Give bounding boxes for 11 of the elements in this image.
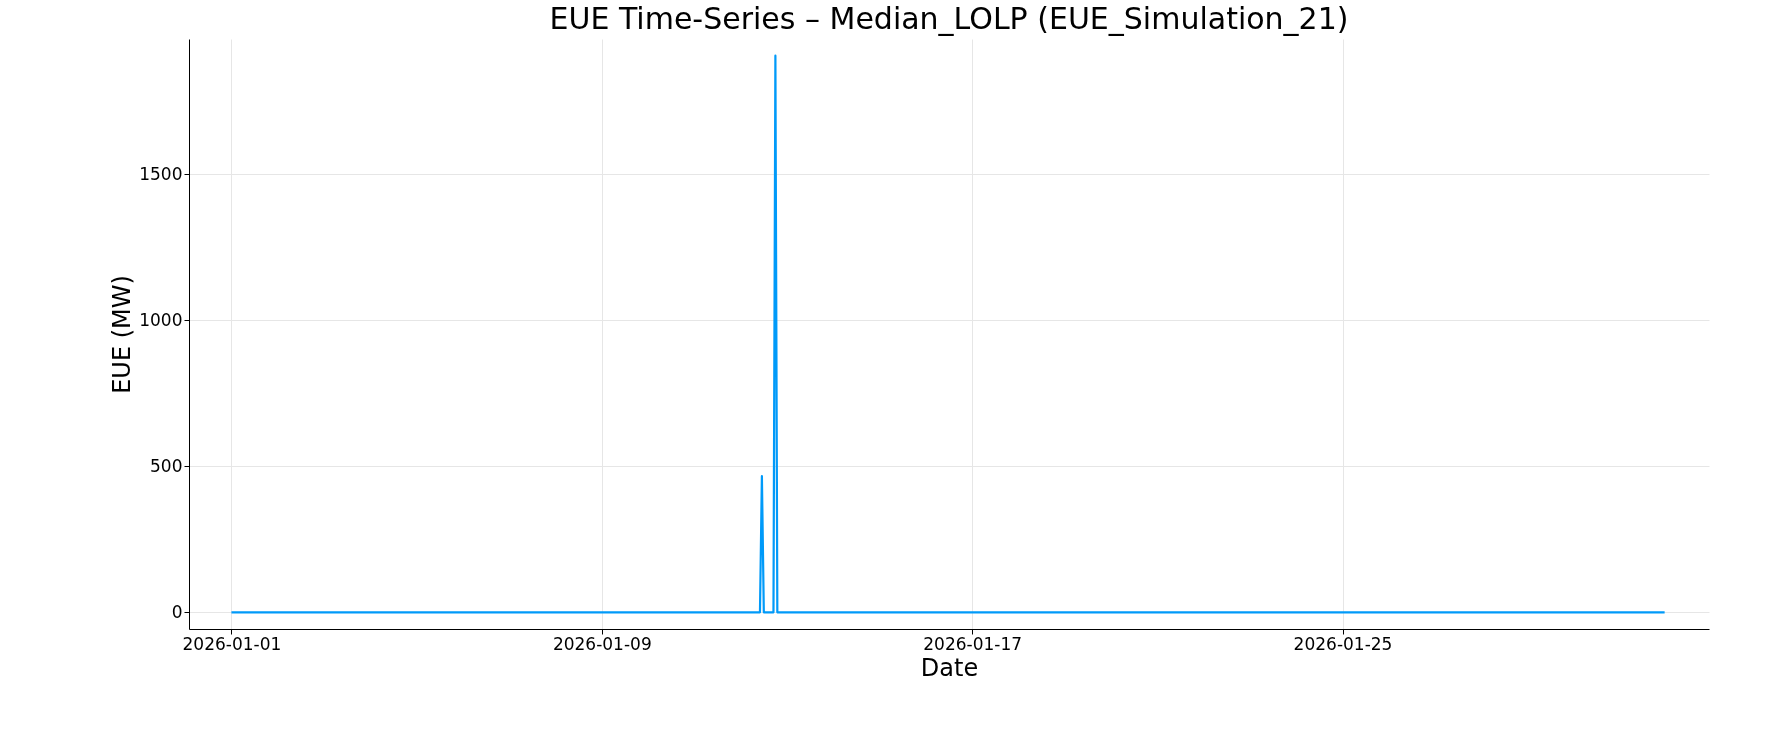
x-tick-label: 2026-01-17 (923, 633, 1023, 654)
x-axis-title: Date (920, 653, 979, 682)
y-tick-label: 500 (150, 455, 183, 476)
y-tick-label: 1000 (139, 309, 183, 330)
y-tick-label: 0 (171, 601, 183, 622)
y-tick-label: 1500 (139, 163, 183, 184)
chart-title: EUE Time-Series – Median_LOLP (EUE_Simulation_21) (549, 1, 1349, 36)
x-tick-label: 2026-01-01 (182, 633, 282, 654)
x-tick-label: 2026-01-09 (552, 633, 652, 654)
x-tick-label: 2026-01-25 (1293, 633, 1393, 654)
y-axis-title: EUE (MW) (108, 275, 137, 394)
